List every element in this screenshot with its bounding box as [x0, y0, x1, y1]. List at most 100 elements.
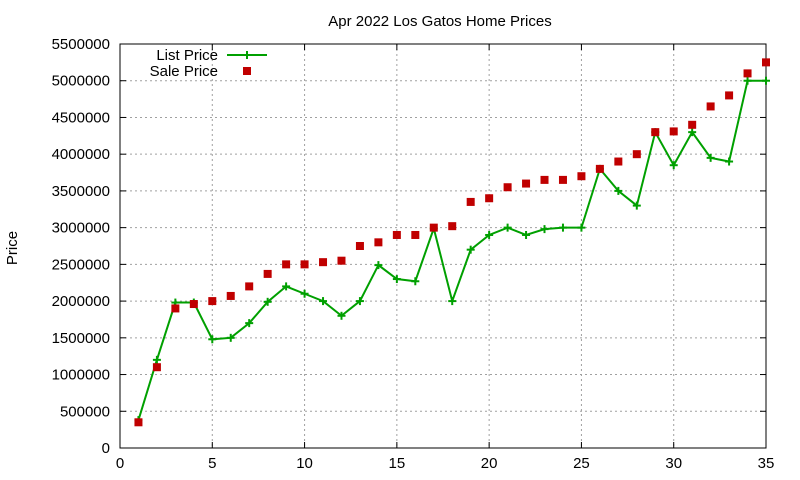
sale-price-point — [355, 242, 364, 250]
x-tick-label: 20 — [481, 455, 498, 472]
sale-price-point — [226, 291, 235, 300]
sale-price-point — [374, 238, 383, 247]
list-price-point — [669, 161, 678, 170]
sale-price-point — [725, 91, 734, 100]
sale-price-point — [429, 223, 438, 232]
y-tick-label: 0 — [102, 440, 110, 457]
sale-price-point — [263, 269, 272, 278]
sale-price-point — [651, 128, 660, 137]
chart-title: Apr 2022 Los Gatos Home Prices — [328, 13, 551, 30]
list-price-point — [226, 333, 235, 342]
x-tick-label: 10 — [296, 455, 313, 472]
x-tick-label: 15 — [389, 455, 406, 472]
x-tick-label: 30 — [665, 455, 682, 472]
y-tick-label: 5500000 — [52, 36, 110, 53]
y-axis-label: Price — [4, 231, 21, 265]
list-price-point — [503, 223, 512, 232]
list-price-point — [743, 76, 752, 85]
sale-price-point — [669, 127, 678, 136]
sale-price-point — [171, 304, 180, 313]
x-tick-label: 25 — [573, 455, 590, 472]
list-price-point — [392, 275, 401, 284]
series-layer — [134, 58, 770, 427]
sale-price-point — [743, 69, 752, 78]
sale-price-point — [762, 58, 770, 67]
list-price-point — [282, 282, 291, 291]
sale-price-point — [540, 175, 549, 184]
list-price-point — [577, 223, 586, 232]
y-tick-label: 5000000 — [52, 73, 110, 90]
list-price-point — [485, 230, 494, 239]
sale-price-point — [337, 256, 346, 265]
x-tick-label: 0 — [116, 455, 124, 472]
list-price-point — [725, 157, 734, 166]
sale-price-point — [245, 282, 254, 291]
list-price-point — [374, 261, 383, 270]
list-price-point — [522, 230, 531, 239]
list-price-point — [558, 223, 567, 232]
y-tick-label: 4500000 — [52, 109, 110, 126]
list-price-point — [152, 355, 161, 364]
axes — [119, 43, 767, 449]
list-price-point — [614, 186, 623, 195]
sale-price-point — [319, 258, 328, 267]
sale-price-point — [208, 297, 217, 306]
tick-labels: 0 5 10 15 20 25 30 35 0 500000 1000000 1500000 20000… — [52, 36, 775, 472]
y-tick-label: 2500000 — [52, 256, 110, 273]
list-price-point — [688, 128, 697, 137]
y-tick-label: 3500000 — [52, 183, 110, 200]
sale-price-point — [503, 183, 512, 192]
y-tick-label: 1500000 — [52, 330, 110, 347]
sale-price-point — [189, 300, 198, 309]
y-tick-label: 2000000 — [52, 293, 110, 310]
sale-price-point — [448, 222, 457, 231]
sale-price-point — [632, 150, 641, 159]
y-tick-label: 1000000 — [52, 367, 110, 384]
sale-price-point — [706, 102, 715, 111]
list-price-point — [337, 311, 346, 320]
sale-price-point — [392, 230, 401, 239]
sale-price-point — [614, 157, 623, 166]
sale-price-point — [466, 197, 475, 206]
list-price-point — [411, 277, 420, 286]
sale-price-point — [300, 260, 309, 269]
legend-square-sample — [243, 67, 251, 75]
sale-price-point — [282, 260, 291, 269]
series-sale-price — [134, 58, 770, 427]
sale-price-point — [688, 120, 697, 129]
list-price-point — [300, 289, 309, 298]
list-price-point — [319, 297, 328, 306]
series-list-price — [134, 76, 770, 425]
sale-price-point — [522, 179, 531, 188]
y-tick-label: 4000000 — [52, 146, 110, 163]
x-tick-label: 35 — [758, 455, 775, 472]
list-price-point — [466, 245, 475, 254]
sale-price-point — [558, 175, 567, 184]
legend-label: Sale Price — [150, 63, 218, 80]
plot-frame — [119, 43, 767, 449]
list-price-point — [706, 153, 715, 162]
x-tick-label: 5 — [208, 455, 216, 472]
sale-price-point — [411, 230, 420, 239]
legend-label: List Price — [156, 47, 218, 64]
list-price-point — [632, 201, 641, 210]
sale-price-point — [577, 172, 586, 181]
sale-price-point — [134, 418, 143, 427]
y-tick-label: 500000 — [60, 403, 110, 420]
list-price-point — [448, 297, 457, 306]
list-price-point — [540, 225, 549, 234]
sale-price-point — [485, 194, 494, 203]
sale-price-point — [152, 363, 161, 372]
list-price-point — [245, 319, 254, 328]
sale-price-point — [595, 164, 604, 173]
list-price-point — [355, 297, 364, 306]
y-tick-label: 3000000 — [52, 220, 110, 237]
list-price-point — [762, 76, 770, 85]
grid-lines — [120, 44, 766, 448]
list-price-point — [263, 297, 272, 306]
list-price-point — [208, 335, 217, 344]
